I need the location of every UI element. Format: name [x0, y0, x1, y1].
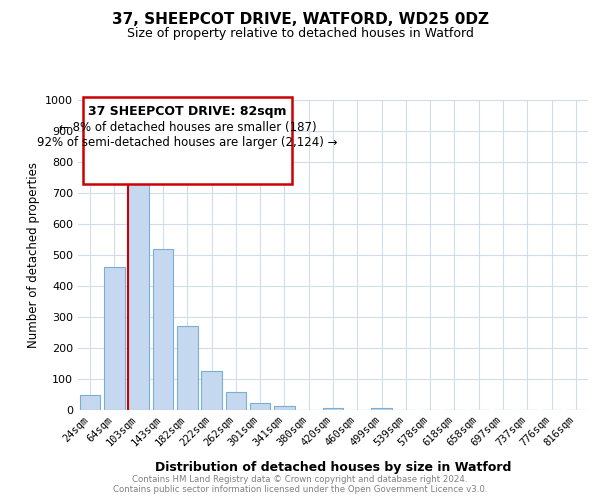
Text: Distribution of detached houses by size in Watford: Distribution of detached houses by size …	[155, 461, 511, 474]
Text: Contains HM Land Registry data © Crown copyright and database right 2024.
Contai: Contains HM Land Registry data © Crown c…	[113, 474, 487, 494]
Y-axis label: Number of detached properties: Number of detached properties	[26, 162, 40, 348]
Bar	[128, 159, 149, 410]
Bar	[250, 403, 271, 410]
Bar	[104, 268, 125, 410]
Bar	[371, 408, 392, 410]
Bar	[177, 326, 197, 410]
Bar	[274, 406, 295, 410]
Text: 37, SHEEPCOT DRIVE, WATFORD, WD25 0DZ: 37, SHEEPCOT DRIVE, WATFORD, WD25 0DZ	[112, 12, 488, 28]
Bar	[323, 408, 343, 410]
Bar	[201, 371, 222, 410]
Text: Size of property relative to detached houses in Watford: Size of property relative to detached ho…	[127, 28, 473, 40]
Bar	[226, 392, 246, 410]
Text: 92% of semi-detached houses are larger (2,124) →: 92% of semi-detached houses are larger (…	[37, 136, 338, 149]
Text: ← 8% of detached houses are smaller (187): ← 8% of detached houses are smaller (187…	[59, 122, 316, 134]
Bar	[152, 249, 173, 410]
Bar	[80, 396, 100, 410]
Text: 37 SHEEPCOT DRIVE: 82sqm: 37 SHEEPCOT DRIVE: 82sqm	[88, 106, 287, 118]
